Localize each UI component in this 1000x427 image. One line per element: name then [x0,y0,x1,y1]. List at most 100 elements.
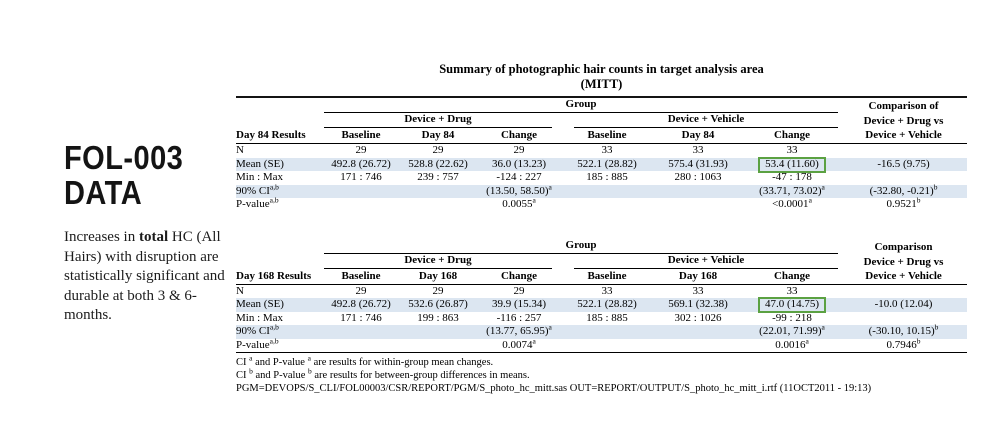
table-cell [652,184,744,198]
table-row: P-valuea,b 0.0074a 0.0016a 0.7946b [236,337,968,353]
group-header-label: Group [324,98,839,113]
table-cell: 532.6 (26.87) [400,298,476,312]
table-cell: (33.71, 73.02)a [744,183,841,198]
table-cell [322,198,400,212]
table-cell: (-30.10, 10.15)b [840,323,968,339]
header-spacer [236,239,322,254]
subgroup-header-vehicle: Device + Vehicle [562,113,840,128]
table-cell: 171 : 746 [340,171,382,183]
table-cell: 522.1 (28.82) [562,157,652,171]
table-cell [400,338,476,353]
table-row: P-valuea,b 0.0055a <0.0001a 0.9521b [236,195,967,212]
table-cell [840,144,967,158]
table-cell [562,198,652,212]
table-cell: 492.8 (26.72) [322,157,400,171]
table-cell: 0.7946b [840,337,968,353]
table-cell [400,325,476,339]
table-cell: 33 [692,144,704,156]
comparison-header-line2: Device + Drug vs [863,255,944,268]
sidebar: FOL-003 DATA Increases in total HC (All … [64,140,244,326]
subgroup-drug-label: Device + Drug [324,254,552,269]
table-cell: 0.9521b [886,195,921,210]
table-cell: 185 : 885 [586,311,628,324]
table-row: Mean (SE) 492.8 (26.72) 528.8 (22.62) 36.0 … [236,156,968,173]
group-header: Group [322,239,840,254]
column-header: Day 168 [400,268,476,285]
table-cell: 575.4 (31.93) [652,157,744,171]
table-cell [652,198,744,212]
comparison-header-line1: Comparison [874,240,933,253]
table-cell: (13.50, 58.50)a [476,183,562,198]
table-row: N 29 29 29 33 33 33 [236,284,967,298]
column-header: Day 84 Results [236,128,322,144]
table-cell: 33 [786,144,798,156]
table-cell: 29 [432,144,444,156]
table-cell [322,184,400,198]
table-cell [652,338,744,353]
table-cell: 185 : 885 [586,171,628,183]
table-cell: 29 [513,144,525,156]
row-label: P-valuea,b [236,195,279,210]
column-header: Day 84 [652,128,744,144]
table-title-line2: (MITT) [580,77,623,91]
header-spacer [236,113,322,128]
highlight-box: 47.0 (14.75) [757,297,827,313]
table-cell: 0.0055a [502,195,536,210]
subgroup-vehicle-label: Device + Vehicle [574,113,839,128]
table-cell: 522.1 (28.82) [562,298,652,312]
table-cell: -10.0 (12.04) [840,298,968,312]
column-header: Day 168 [652,268,744,285]
table-row: Mean (SE) 492.8 (26.72) 532.6 (26.87) 39.9 … [236,297,968,313]
table-cell: 280 : 1063 [674,171,722,183]
table-title-line1: Summary of photographic hair counts in t… [439,62,764,76]
column-header: Baseline [322,128,400,144]
table-row: Min : Max 171 : 746 239 : 757 -124 : 227 185… [236,171,967,185]
table-cell: 33 [601,284,613,297]
day168-results-table: Group Comparison Device + Drug Device + … [236,239,968,353]
comparison-header-line3: Device + Vehicle [840,268,968,285]
table-row: N 29 29 29 33 33 33 [236,144,967,158]
table-cell: 36.0 (13.23) [476,157,562,171]
table-cell: 492.8 (26.72) [322,298,400,312]
header-spacer [236,254,322,269]
row-label: Mean (SE) [236,157,322,171]
table-cell [562,338,652,353]
subgroup-drug-label: Device + Drug [324,113,552,128]
subgroup-header-drug: Device + Drug [322,113,562,128]
footnotes: CI a and P-value a are results for withi… [236,353,967,395]
table-cell: 302 : 1026 [674,311,722,324]
footnote-between-group: CI b and P-value b are results for betwe… [236,366,530,381]
table-cell: -124 : 227 [496,171,542,183]
day168-table-body: N 29 29 29 33 33 33 Mean (SE) 492.8 (26.72) 532.6… [236,284,968,353]
comparison-header-line3: Device + Vehicle [840,128,968,144]
column-header: Baseline [562,268,652,285]
table-cell: 171 : 746 [340,311,382,324]
column-header: Change [744,128,841,144]
table-cell: 569.1 (32.38) [652,298,744,312]
table-cell: -16.5 (9.75) [840,157,968,171]
table-cell: 0.0074a [476,337,562,353]
table-cell [400,184,476,198]
table-cell: 29 [355,284,367,297]
table-cell [840,312,967,326]
row-label: P-valuea,b [236,337,322,353]
day84-results-table: Group Comparison of Device + Drug Device… [236,96,968,212]
table-row: 90% CIa,b (13.77, 65.95)a (22.01, 71.99)a(… [236,323,968,339]
footnote-within-group: CI a and P-value a are results for withi… [236,353,494,368]
day84-table-body: N 29 29 29 33 33 33 Mean (SE) 492.8 (26.72) 528.8… [236,144,968,212]
header-spacer [236,97,322,113]
column-header: Change [744,268,841,285]
table-cell [652,325,744,339]
row-label: N [236,144,244,156]
table-cell: 53.4 (11.60) [744,156,841,173]
table-cell: 528.8 (22.62) [400,157,476,171]
column-header: Change [476,128,562,144]
table-cell [562,325,652,339]
group-header: Group [322,97,840,113]
row-label: 90% CIa,b [236,323,322,339]
group-header-label: Group [324,239,839,254]
table-title: Summary of photographic hair counts in t… [236,62,967,92]
table-cell: 29 [513,284,525,297]
table-cell: -47 : 178 [772,171,812,183]
